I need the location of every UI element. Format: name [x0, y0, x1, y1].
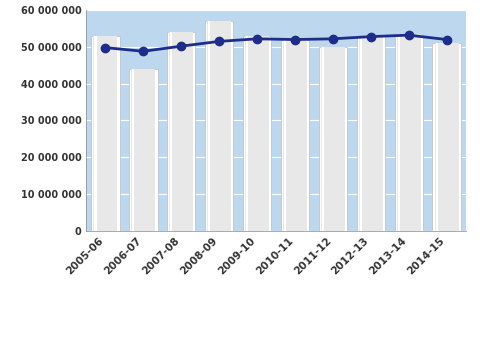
Bar: [93, 36, 118, 231]
Bar: [357, 36, 385, 231]
Bar: [434, 43, 459, 231]
Bar: [281, 40, 309, 231]
Bar: [205, 21, 233, 231]
Bar: [396, 34, 421, 231]
Bar: [321, 47, 345, 231]
Bar: [167, 32, 195, 231]
Bar: [246, 36, 248, 231]
Bar: [360, 36, 362, 231]
Bar: [319, 47, 347, 231]
Bar: [284, 40, 286, 231]
Bar: [322, 47, 324, 231]
Bar: [207, 21, 231, 231]
Bar: [432, 43, 461, 231]
Bar: [243, 36, 271, 231]
Bar: [129, 69, 157, 231]
Bar: [169, 32, 193, 231]
Bar: [397, 34, 400, 231]
Bar: [283, 40, 307, 231]
Bar: [94, 36, 96, 231]
Bar: [435, 43, 438, 231]
Bar: [359, 36, 383, 231]
Bar: [245, 36, 269, 231]
Bar: [170, 32, 172, 231]
Bar: [131, 69, 156, 231]
Bar: [132, 69, 134, 231]
Bar: [395, 34, 423, 231]
Bar: [91, 36, 120, 231]
Bar: [208, 21, 210, 231]
